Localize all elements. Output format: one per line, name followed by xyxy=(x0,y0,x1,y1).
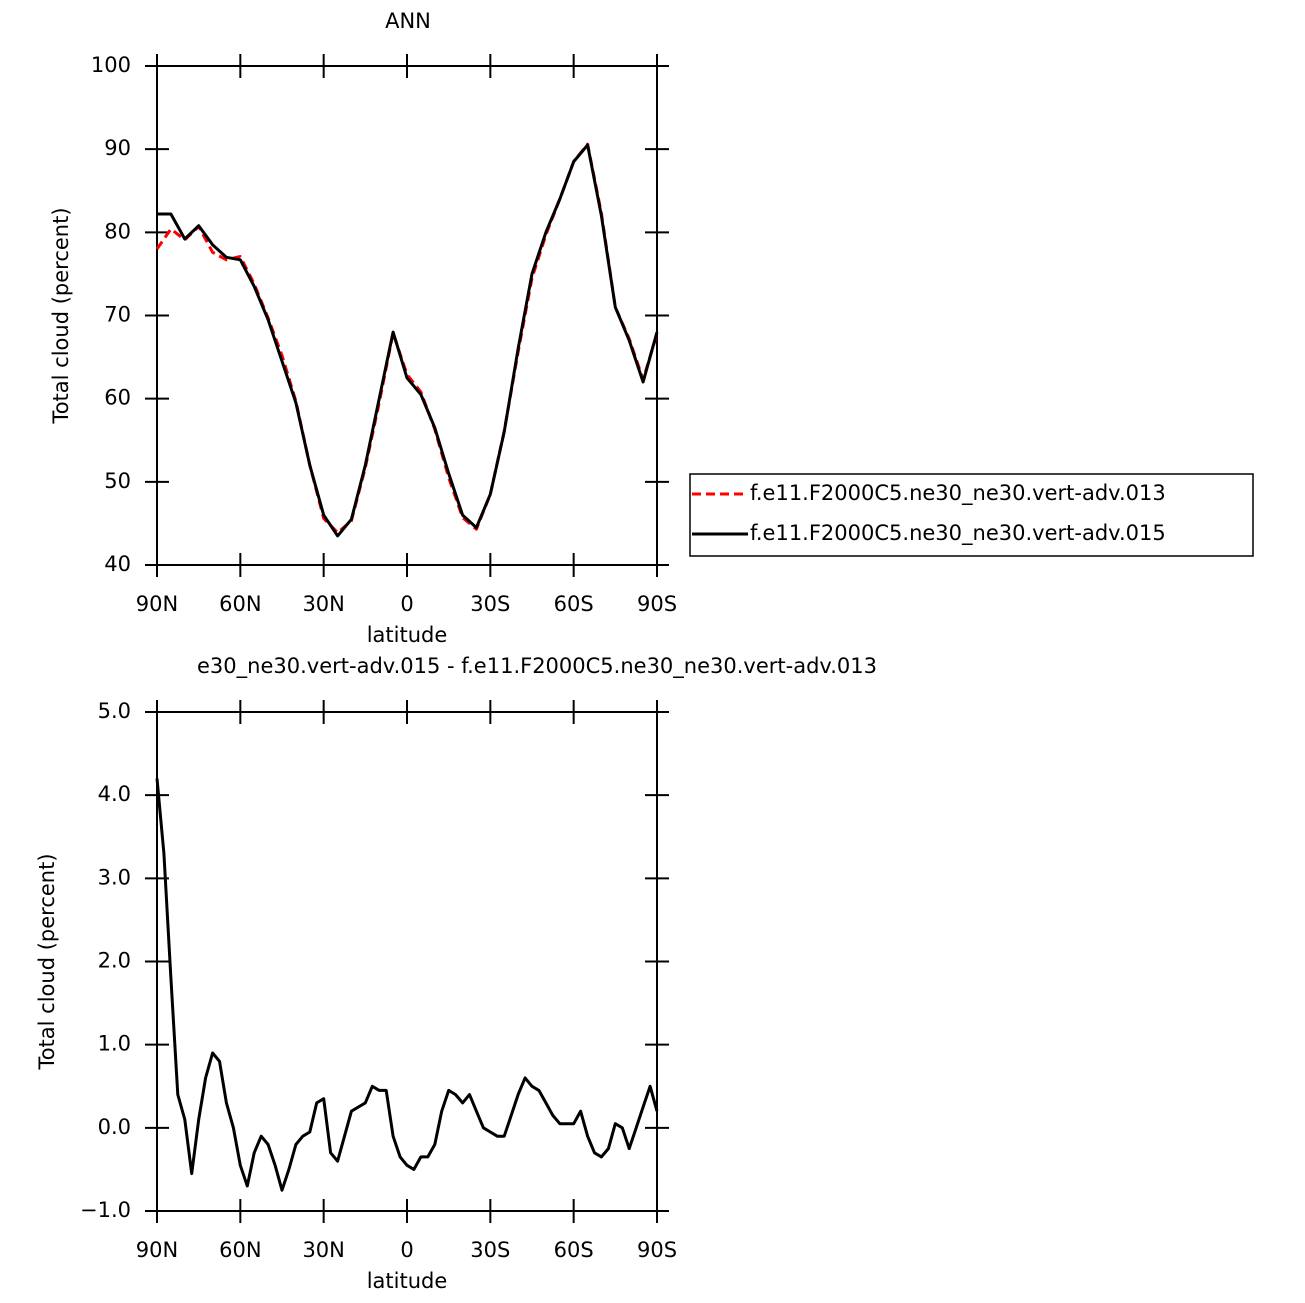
y-tick-label: 70 xyxy=(104,303,131,327)
y-axis-label: Total cloud (percent) xyxy=(35,853,59,1070)
x-tick-label: 90S xyxy=(637,1238,677,1262)
data-line xyxy=(155,142,659,535)
y-tick-label: −1.0 xyxy=(80,1198,131,1222)
plot-frame xyxy=(156,711,658,1212)
x-tick-label: 90N xyxy=(136,1238,178,1262)
y-tick-label: 3.0 xyxy=(98,865,131,889)
legend-label: f.e11.F2000C5.ne30_ne30.vert-adv.013 xyxy=(750,481,1166,506)
legend-box xyxy=(689,473,1254,557)
y-tick-label: 1.0 xyxy=(98,1032,131,1056)
x-tick-label: 90N xyxy=(136,592,178,616)
x-tick-label: 30N xyxy=(302,592,344,616)
y-tick-label: 60 xyxy=(104,386,131,410)
chart-title: ANN xyxy=(385,9,431,33)
y-tick-label: 4.0 xyxy=(98,782,131,806)
x-tick-label: 60S xyxy=(554,1238,594,1262)
x-tick-label: 30N xyxy=(302,1238,344,1262)
data-line xyxy=(155,778,659,1192)
x-tick-label: 60N xyxy=(219,592,261,616)
y-tick-label: 0.0 xyxy=(98,1115,131,1139)
x-tick-label: 60N xyxy=(219,1238,261,1262)
x-tick-label: 60S xyxy=(554,592,594,616)
x-axis-label: latitude xyxy=(367,1269,448,1293)
y-tick-label: 80 xyxy=(104,219,131,243)
x-tick-label: 90S xyxy=(637,592,677,616)
data-line xyxy=(157,143,659,538)
y-tick-label: 2.0 xyxy=(98,949,131,973)
y-tick-label: 40 xyxy=(104,552,131,576)
x-tick-label: 30S xyxy=(470,592,510,616)
x-tick-label: 0 xyxy=(400,592,413,616)
y-tick-label: 90 xyxy=(104,136,131,160)
legend-label: f.e11.F2000C5.ne30_ne30.vert-adv.015 xyxy=(750,521,1166,546)
plot-frame xyxy=(156,65,658,566)
y-axis-label: Total cloud (percent) xyxy=(49,207,73,424)
x-tick-label: 0 xyxy=(400,1238,413,1262)
x-axis-label: latitude xyxy=(367,623,448,647)
y-tick-label: 50 xyxy=(104,469,131,493)
x-tick-label: 30S xyxy=(470,1238,510,1262)
y-tick-label: 100 xyxy=(91,53,131,77)
chart-title: e30_ne30.vert-adv.015 - f.e11.F2000C5.ne… xyxy=(197,654,877,679)
y-tick-label: 5.0 xyxy=(98,699,131,723)
